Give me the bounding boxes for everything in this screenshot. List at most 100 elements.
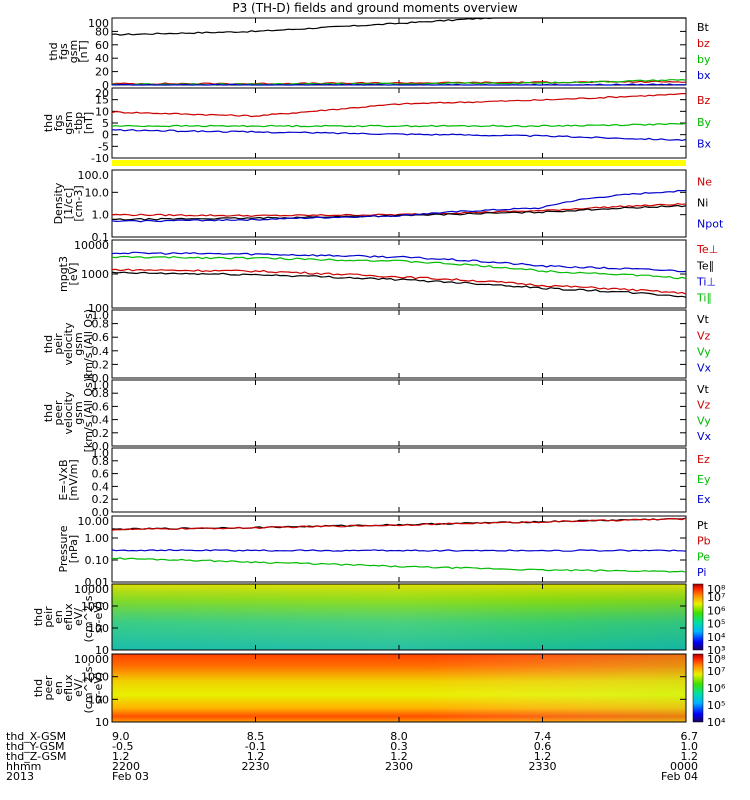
panel-frame — [111, 17, 687, 86]
xaxis-value: 2200 — [112, 760, 140, 773]
y-tick-label: 10 — [95, 716, 109, 729]
colorbar-label: 10⁴ — [707, 716, 726, 729]
colorbar-label: 10⁶ — [707, 682, 726, 695]
y-axis-label: thd — [42, 335, 55, 353]
y-tick-label: 1000 — [81, 600, 109, 613]
y-tick-label: 40 — [95, 52, 109, 65]
legend-item: Bt — [697, 21, 710, 34]
xaxis-value: 1.2 — [681, 750, 699, 763]
y-axis-label: eflux — [62, 603, 75, 631]
y-tick-label: 0.8 — [92, 387, 110, 400]
y-axis-label: Pressure — [57, 525, 70, 572]
y-tick-label: 1000 — [81, 268, 109, 281]
y-tick-label: 100 — [88, 693, 109, 706]
legend-item: Ex — [697, 493, 711, 506]
y-axis-label: km/s (All Qs) — [82, 309, 95, 379]
series-line — [111, 255, 687, 280]
legend-item: by — [697, 53, 711, 66]
y-tick-label: 80 — [95, 25, 109, 38]
legend-item: Ne — [697, 175, 712, 188]
xaxis-value: 2330 — [529, 760, 557, 773]
series-line — [111, 189, 687, 223]
legend-item: Vy — [697, 414, 711, 427]
y-axis-label: fgs — [57, 43, 70, 60]
y-tick-label: 0.6 — [92, 468, 110, 481]
y-axis-label: [nT] — [77, 40, 90, 62]
series-line — [112, 204, 687, 221]
y-axis-label: eflux — [62, 674, 75, 702]
colorbar — [692, 583, 704, 651]
xaxis-row-name: thd_Y-GSM — [6, 740, 65, 753]
y-axis-label: velocity — [62, 322, 75, 365]
legend-item: Ni — [697, 196, 708, 209]
y-tick-label: 0.6 — [92, 400, 110, 413]
y-tick-label: 100 — [88, 17, 109, 30]
series-line — [111, 557, 687, 573]
y-axis-label: thd — [47, 42, 60, 60]
xaxis-row-name: 2013 — [6, 770, 34, 783]
y-axis-label: [cm-3] — [72, 185, 85, 221]
xaxis-value: Feb 03 — [112, 770, 149, 783]
colorbar-label: 10⁷ — [707, 591, 725, 604]
y-axis-label: en — [52, 681, 65, 695]
series-line — [111, 202, 687, 218]
y-axis-label: eV/ — [72, 679, 85, 697]
y-axis-label: [km/s (All Qs)] — [82, 374, 95, 453]
series-line — [111, 128, 687, 142]
xaxis-value: 1.2 — [390, 750, 408, 763]
y-axis-label: [1/cc] — [62, 188, 75, 219]
series-line — [111, 122, 687, 128]
y-axis-label: thd — [42, 114, 55, 132]
xaxis-value: 0.3 — [390, 740, 408, 753]
y-tick-label: 100 — [88, 302, 109, 315]
xaxis-value: 8.5 — [247, 730, 265, 743]
legend-item: Ey — [697, 473, 711, 486]
xaxis-row-name: thd_X-GSM — [6, 730, 66, 743]
colorbar-label: 10³ — [707, 644, 725, 657]
panel-frame — [111, 87, 687, 159]
y-tick-label: 0.2 — [92, 427, 110, 440]
legend-item: Pb — [697, 535, 711, 548]
page-title: P3 (TH-D) fields and ground moments over… — [232, 1, 518, 15]
panel-frame — [111, 169, 687, 238]
y-axis-label: sr-eV) — [92, 672, 105, 704]
y-tick-label: 0.0 — [92, 372, 110, 385]
legend-item: bx — [697, 69, 711, 82]
y-tick-label: 5 — [102, 117, 109, 130]
xaxis-row-name: thd_Z-GSM — [6, 750, 66, 763]
y-tick-label: 0.6 — [92, 331, 110, 344]
legend-item: Ti∥ — [696, 292, 712, 305]
y-axis-label: velocity — [62, 391, 75, 434]
y-tick-label: 10 — [95, 105, 109, 118]
colorbar — [692, 653, 704, 723]
y-axis-label: [nPa] — [67, 535, 80, 563]
y-tick-label: 0.10 — [85, 554, 110, 567]
xaxis-value: 9.0 — [112, 730, 130, 743]
y-axis-label: gsm — [72, 401, 85, 424]
legend-item: Vx — [697, 430, 712, 443]
y-tick-label: 10000 — [74, 239, 109, 252]
legend-item: Vy — [697, 345, 711, 358]
legend-item: Vt — [697, 313, 710, 326]
y-axis-label: thd — [42, 404, 55, 422]
legend-item: Pt — [697, 519, 709, 532]
yellow-bar — [112, 160, 686, 166]
xaxis-value: 1.2 — [534, 750, 552, 763]
xaxis-value: 7.4 — [534, 730, 552, 743]
panel-frame — [111, 379, 687, 447]
xaxis-value: 1.0 — [681, 740, 699, 753]
y-axis-label: [eV] — [67, 263, 80, 286]
y-tick-label: 100.0 — [78, 169, 110, 182]
xaxis-value: -0.5 — [112, 740, 133, 753]
y-tick-label: 10000 — [74, 653, 109, 666]
y-tick-label: 60 — [95, 39, 109, 52]
legend-item: Vx — [697, 362, 712, 375]
y-axis-label: fgs — [52, 114, 65, 131]
y-tick-label: 0.01 — [85, 576, 110, 589]
y-tick-label: 0.4 — [92, 345, 110, 358]
legend-item: Bz — [697, 94, 711, 107]
y-tick-label: 10.0 — [85, 186, 110, 199]
y-axis-label: peir — [42, 606, 55, 628]
y-axis-label: [mV/m] — [67, 459, 80, 500]
